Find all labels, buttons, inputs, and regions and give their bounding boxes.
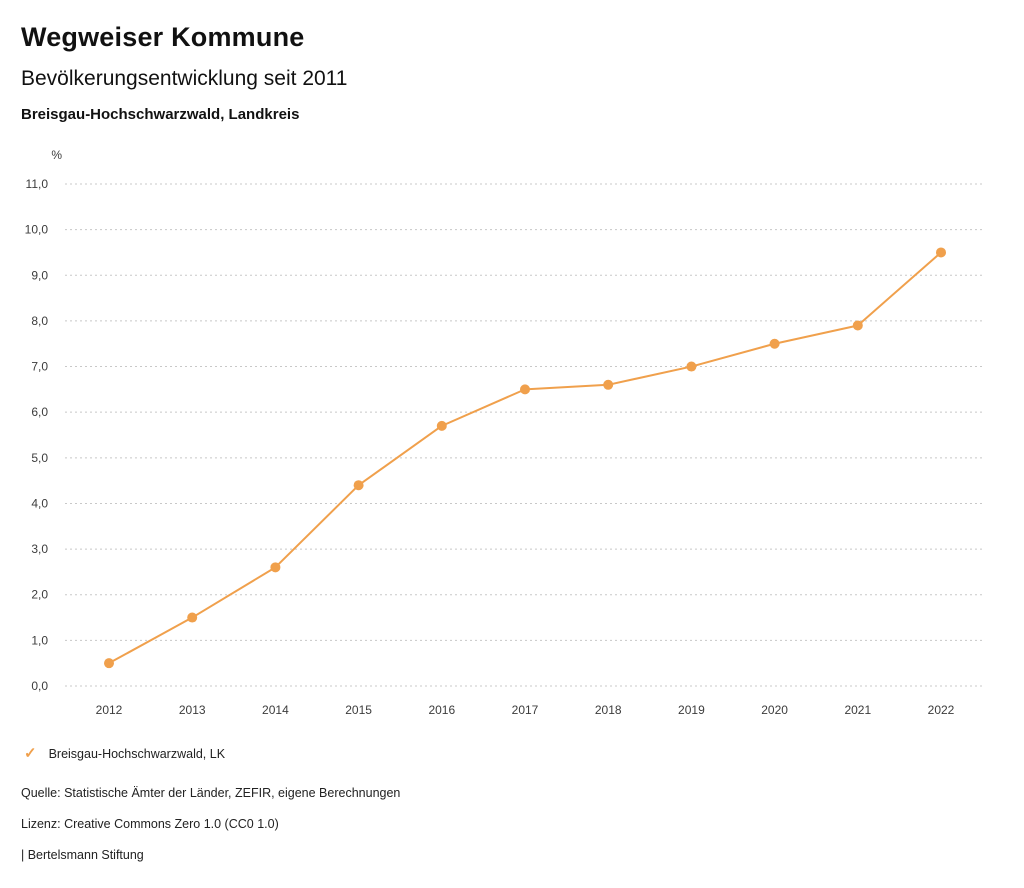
x-tick-label: 2012	[96, 703, 123, 717]
data-point	[270, 562, 281, 573]
x-tick-label: 2013	[179, 703, 206, 717]
y-tick-label: 0,0	[31, 679, 48, 693]
y-tick-label: 10,0	[25, 223, 49, 237]
x-tick-label: 2018	[595, 703, 622, 717]
data-point	[769, 338, 780, 349]
region-label: Breisgau-Hochschwarzwald, Landkreis	[21, 106, 300, 123]
attribution-text: | Bertelsmann Stiftung	[21, 848, 144, 862]
y-tick-label: 7,0	[31, 360, 48, 374]
y-tick-label: 6,0	[31, 405, 48, 419]
x-tick-label: 2015	[345, 703, 372, 717]
legend-item-breisgau[interactable]: ✓ Breisgau-Hochschwarzwald, LK	[24, 746, 225, 761]
data-point	[936, 247, 946, 258]
data-point	[104, 658, 114, 669]
data-point	[436, 420, 447, 431]
y-tick-label: 11,0	[26, 177, 49, 191]
source-text: Quelle: Statistische Ämter der Länder, Z…	[21, 786, 401, 800]
x-tick-label: 2021	[844, 703, 871, 717]
legend-check-icon: ✓	[24, 745, 37, 762]
x-tick-label: 2022	[928, 703, 955, 717]
y-tick-label: 8,0	[31, 314, 48, 328]
y-tick-label: 1,0	[31, 633, 48, 647]
x-tick-label: 2016	[428, 703, 455, 717]
license-text: Lizenz: Creative Commons Zero 1.0 (CC0 1…	[21, 817, 279, 831]
x-tick-label: 2014	[262, 703, 289, 717]
data-point	[603, 379, 614, 390]
y-axis-unit-label: %	[51, 148, 62, 162]
y-tick-label: 2,0	[31, 588, 48, 602]
legend-label: Breisgau-Hochschwarzwald, LK	[48, 746, 226, 761]
chart-area: % 0,0 1,0 2,0 3,0 4,0 5,0 6,0 7,0 8,0 9,0 10,0 11,0 2…	[0, 140, 1024, 735]
data-point	[852, 320, 863, 331]
data-point	[520, 384, 530, 395]
x-tick-label: 2017	[512, 703, 539, 717]
y-tick-label: 4,0	[31, 496, 48, 510]
x-tick-label: 2019	[678, 703, 705, 717]
y-tick-label: 3,0	[31, 542, 48, 556]
page-title: Wegweiser Kommune	[21, 22, 305, 52]
population-line-chart: % 0,0 1,0 2,0 3,0 4,0 5,0 6,0 7,0 8,0 9,0 10,0 11,0 2…	[25, 148, 985, 717]
data-point	[353, 480, 364, 491]
x-tick-label: 2020	[761, 703, 788, 717]
y-tick-label: 5,0	[31, 451, 48, 465]
data-point	[686, 361, 697, 372]
chart-subtitle: Bevölkerungsentwicklung seit 2011	[21, 67, 348, 90]
y-tick-label: 9,0	[31, 268, 48, 282]
data-point	[187, 612, 198, 623]
